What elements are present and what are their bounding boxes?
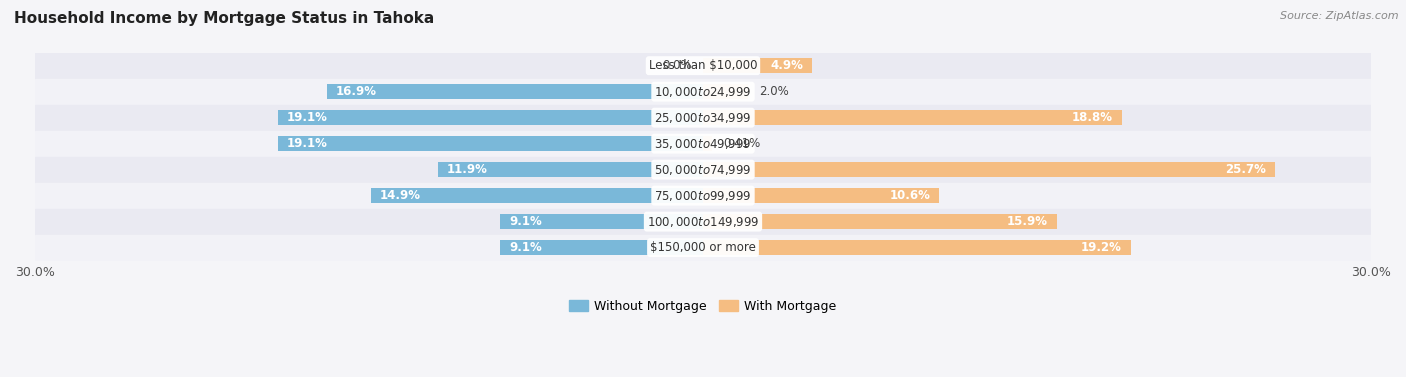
Bar [703,188,939,203]
Text: 15.9%: 15.9% [1007,215,1047,228]
Bar [35,182,1371,208]
Bar [35,79,1371,105]
Text: 2.0%: 2.0% [759,85,789,98]
Text: 4.9%: 4.9% [770,59,803,72]
Text: 18.8%: 18.8% [1071,111,1112,124]
Text: 16.9%: 16.9% [336,85,377,98]
Bar [703,214,1057,229]
Text: $50,000 to $74,999: $50,000 to $74,999 [654,162,752,177]
Text: 10.6%: 10.6% [889,189,931,202]
Bar [35,53,1371,79]
Text: $10,000 to $24,999: $10,000 to $24,999 [654,85,752,99]
Bar [35,131,1371,156]
Bar [703,162,1275,177]
Bar [277,136,703,151]
Text: Source: ZipAtlas.com: Source: ZipAtlas.com [1281,11,1399,21]
Bar [35,208,1371,234]
Bar [326,84,703,99]
Text: $150,000 or more: $150,000 or more [650,241,756,254]
Text: $75,000 to $99,999: $75,000 to $99,999 [654,188,752,202]
Bar [439,162,703,177]
Text: $25,000 to $34,999: $25,000 to $34,999 [654,111,752,125]
Text: 0.0%: 0.0% [662,59,692,72]
Bar [35,234,1371,261]
Text: 9.1%: 9.1% [509,215,541,228]
Text: 19.1%: 19.1% [287,111,328,124]
Bar [35,105,1371,131]
Text: 14.9%: 14.9% [380,189,422,202]
Text: Less than $10,000: Less than $10,000 [648,59,758,72]
Bar [35,156,1371,182]
Text: Household Income by Mortgage Status in Tahoka: Household Income by Mortgage Status in T… [14,11,434,26]
Bar [703,110,1122,125]
Bar [703,84,748,99]
Legend: Without Mortgage, With Mortgage: Without Mortgage, With Mortgage [569,300,837,313]
Text: 11.9%: 11.9% [447,163,488,176]
Text: 25.7%: 25.7% [1226,163,1267,176]
Text: 9.1%: 9.1% [509,241,541,254]
Bar [703,240,1130,255]
Text: 19.2%: 19.2% [1081,241,1122,254]
Bar [501,240,703,255]
Text: 0.41%: 0.41% [723,137,761,150]
Text: 19.1%: 19.1% [287,137,328,150]
Text: $100,000 to $149,999: $100,000 to $149,999 [647,215,759,228]
Bar [703,58,813,73]
Bar [371,188,703,203]
Bar [277,110,703,125]
Bar [703,136,711,151]
Bar [501,214,703,229]
Text: $35,000 to $49,999: $35,000 to $49,999 [654,136,752,151]
